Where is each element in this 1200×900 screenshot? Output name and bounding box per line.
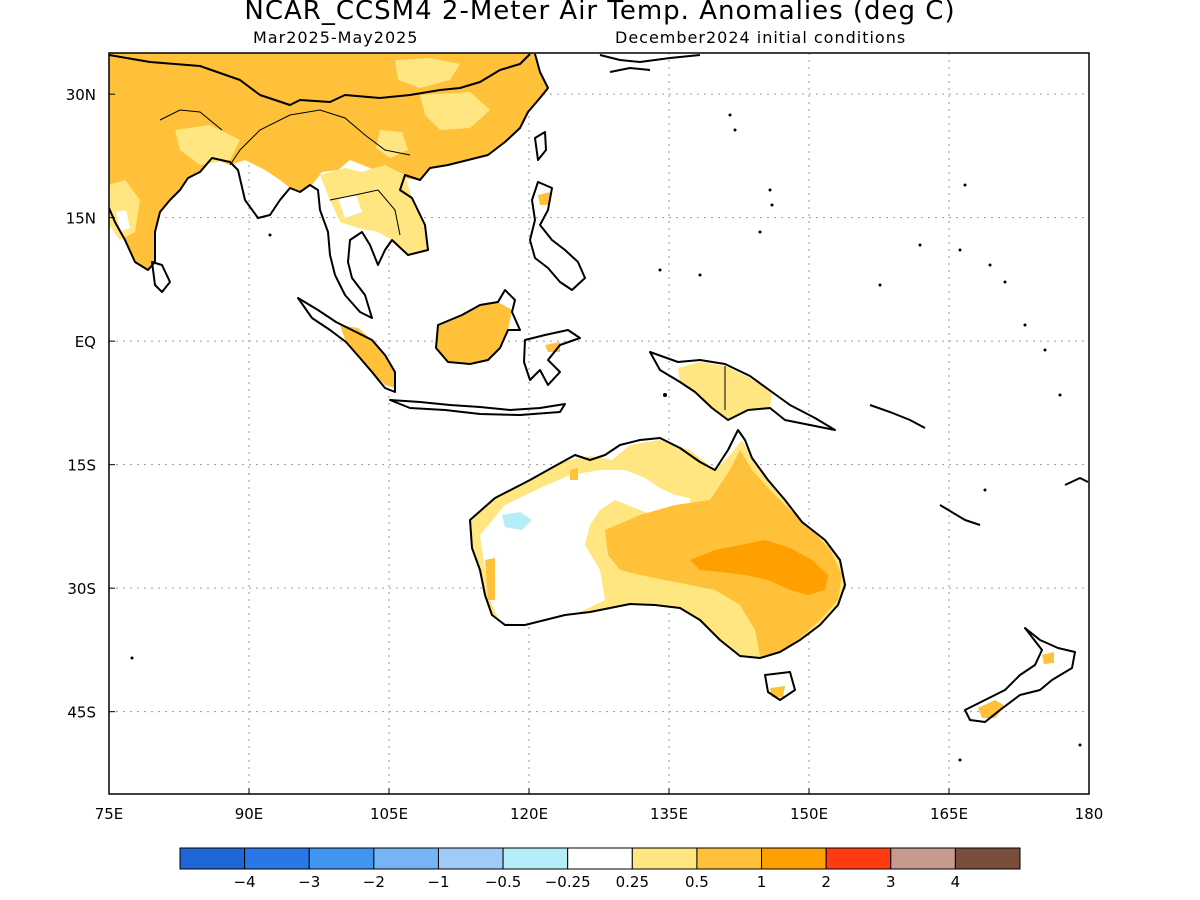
coast-pacific-islands	[869, 404, 1089, 526]
map-title: NCAR_CCSM4 2-Meter Air Temp. Anomalies (…	[244, 0, 956, 26]
shade-philippines	[538, 192, 550, 205]
colorbar-swatch	[696, 847, 763, 870]
colorbar-label: −0.25	[545, 873, 591, 891]
lon-tick-label: 90E	[235, 805, 264, 823]
shade-light-4	[175, 125, 240, 165]
country-borders	[159, 109, 726, 410]
axis-labels: 30N 15N EQ 15S 30S 45S 75E 90E 105E 120E 135E 150E 1…	[66, 86, 1104, 823]
lat-tick-label: EQ	[75, 333, 96, 351]
shade-white-india	[116, 210, 130, 232]
map-frame	[108, 52, 1090, 795]
lon-tick-label: 75E	[95, 805, 124, 823]
shade-light-3	[376, 130, 408, 158]
colorbar-swatch	[631, 847, 698, 870]
lat-tick-label: 15S	[67, 457, 96, 475]
colorbar-label: −3	[298, 873, 320, 891]
lon-tick-label: 180	[1075, 805, 1104, 823]
lon-tick-label: 120E	[510, 805, 548, 823]
coast-taiwan	[534, 131, 547, 161]
coast-asia	[109, 53, 549, 319]
lat-tick-label: 45S	[67, 704, 96, 722]
colorbar-label: 0.5	[685, 873, 709, 891]
shade-light-1	[395, 58, 460, 88]
colorbar-swatch	[308, 847, 375, 870]
lat-tick-label: 30N	[66, 86, 96, 104]
colorbar-label: 3	[886, 873, 896, 891]
shade-sumatra	[340, 325, 395, 388]
shade-white-thai	[338, 195, 362, 218]
lon-tick-label: 105E	[370, 805, 408, 823]
shade-australia-core	[690, 540, 828, 595]
coast-sumatra	[297, 297, 396, 393]
colorbar-label: 1	[757, 873, 767, 891]
colorbar-label: −4	[234, 873, 256, 891]
shade-aus-west	[485, 558, 495, 600]
lon-tick-label: 150E	[790, 805, 828, 823]
shade-nz-north	[1042, 652, 1054, 664]
anomaly-shading	[109, 53, 1054, 718]
map-layers	[109, 53, 1089, 762]
shade-wa-blue	[502, 512, 532, 530]
shade-white-wa	[480, 470, 690, 625]
colorbar-swatch	[567, 847, 633, 870]
shade-nz-south	[978, 700, 1005, 718]
lat-tick-label: 15N	[66, 210, 96, 228]
colorbar-swatch	[890, 847, 956, 870]
colorbar-label: 0.25	[616, 873, 649, 891]
coast-japan	[599, 54, 701, 73]
colorbar-swatch	[244, 847, 310, 870]
initial-conditions: December2024 initial conditions	[615, 28, 907, 47]
coast-new-guinea	[649, 351, 836, 431]
coast-nz	[964, 627, 1076, 723]
colorbar: −4 −3 −2 −1 −0.5 −0.25 0.25 0.5 1 2 3 4	[179, 847, 1021, 891]
colorbar-label: −2	[363, 873, 385, 891]
coast-tasmania	[764, 671, 796, 701]
colorbar-swatch	[954, 847, 1021, 870]
colorbar-label: 2	[821, 873, 831, 891]
colorbar-swatch	[437, 847, 504, 870]
colorbar-swatch	[179, 847, 246, 870]
colorbar-label: 4	[951, 873, 961, 891]
coast-australia	[469, 429, 846, 659]
lon-tick-label: 135E	[650, 805, 688, 823]
coast-borneo	[435, 289, 521, 365]
forecast-period: Mar2025-May2025	[253, 28, 419, 47]
coast-srilanka	[151, 261, 171, 293]
shade-tasmania	[770, 686, 785, 697]
colorbar-swatch	[825, 847, 892, 870]
lat-tick-label: 30S	[67, 580, 96, 598]
colorbar-swatch	[373, 847, 439, 870]
coast-philippines	[529, 181, 586, 291]
coastlines	[109, 53, 1089, 723]
colorbar-swatch	[502, 847, 569, 870]
colorbar-label: −0.5	[485, 873, 521, 891]
coast-sulawesi	[523, 329, 581, 386]
island-dots	[130, 113, 1082, 762]
shade-light-2	[420, 92, 490, 130]
shade-aus-north	[570, 468, 578, 480]
colorbar-swatch	[761, 847, 827, 870]
colorbar-label: −1	[427, 873, 449, 891]
coast-java	[389, 399, 566, 416]
lon-tick-label: 165E	[930, 805, 968, 823]
shade-borneo	[436, 302, 512, 364]
